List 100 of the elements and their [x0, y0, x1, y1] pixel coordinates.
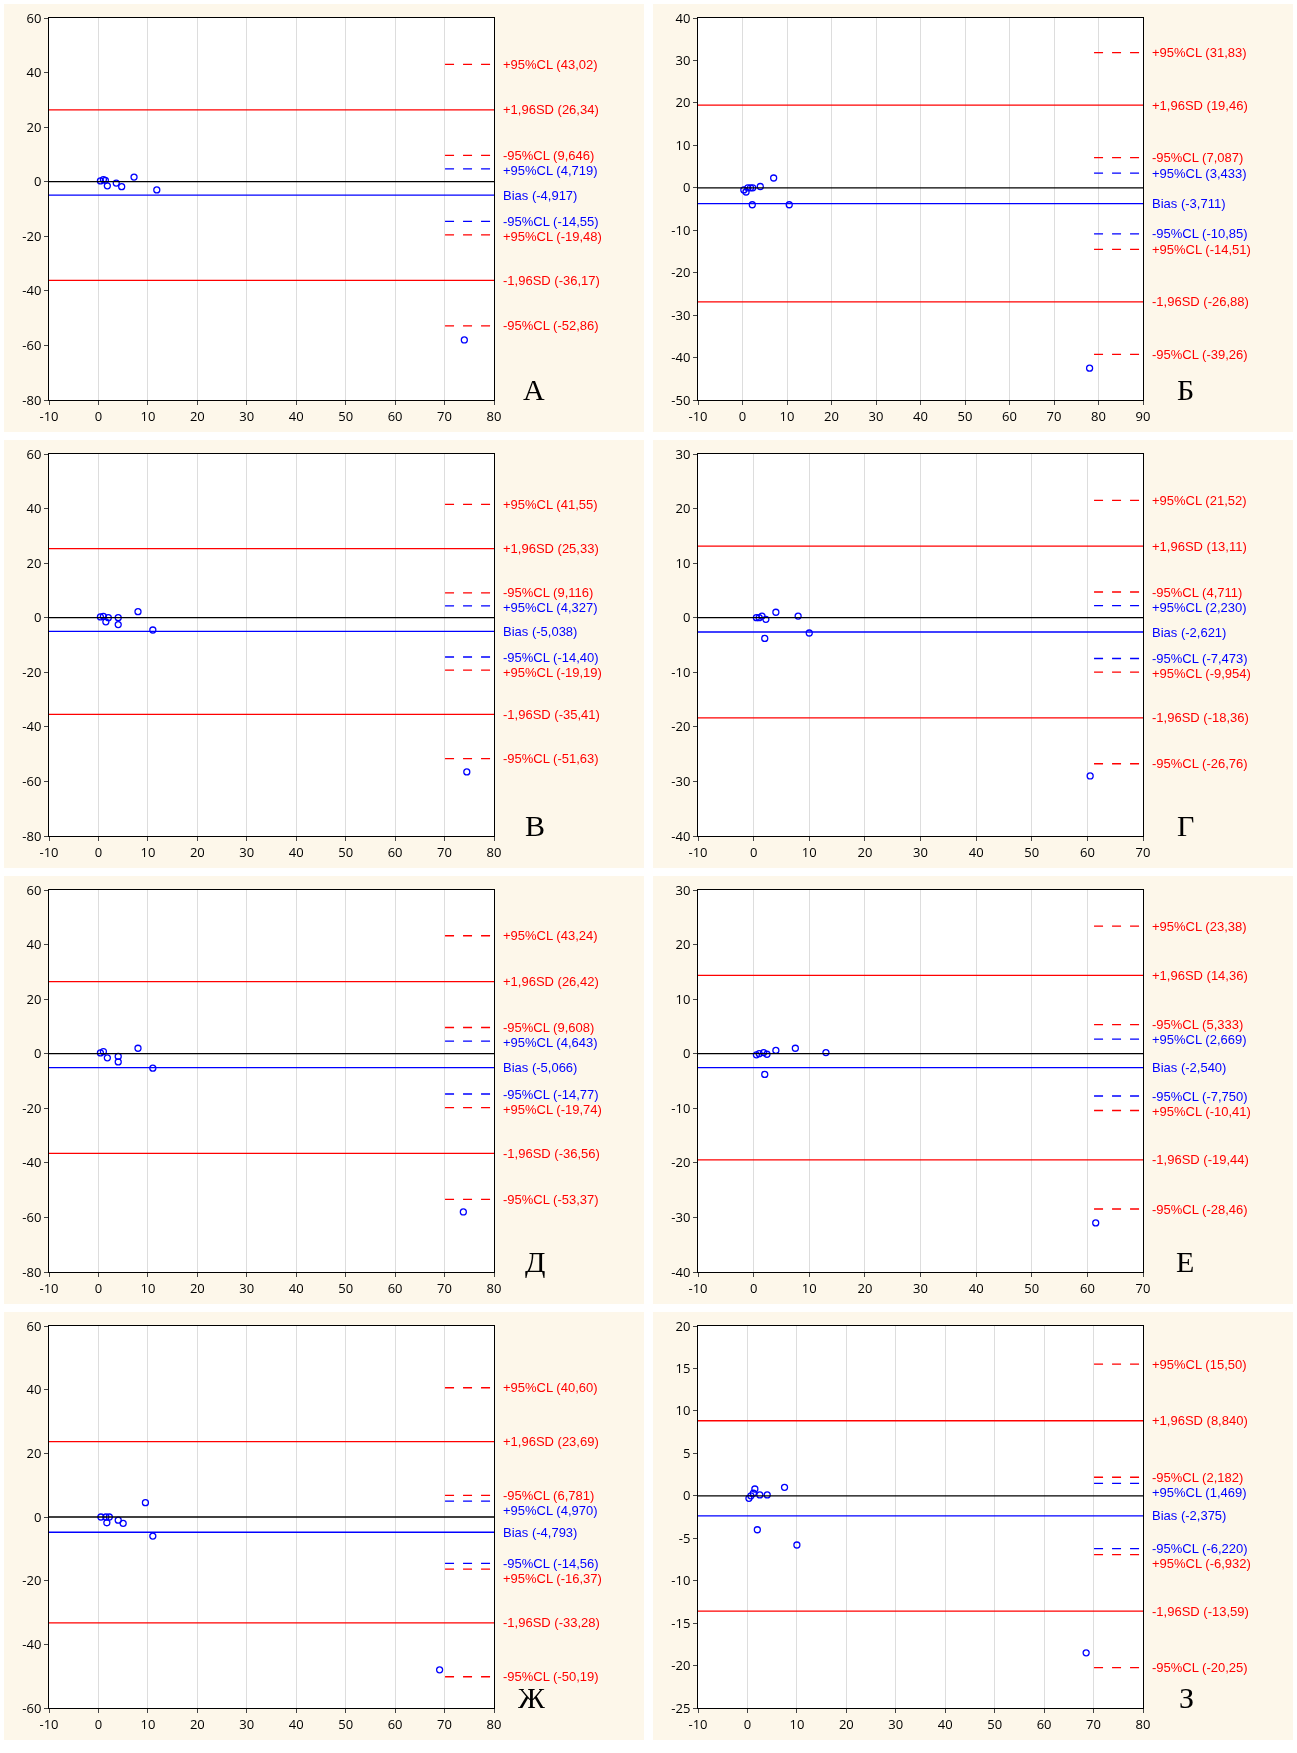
- ref-line-label: -1,96SD (-36,17): [503, 273, 600, 288]
- x-tick-label: 70: [437, 1278, 452, 1297]
- x-tick-label: 10: [140, 1714, 156, 1733]
- y-tick-label: 60: [26, 444, 42, 463]
- y-tick-label: 40: [26, 499, 42, 518]
- x-tick-label: 30: [239, 1278, 255, 1297]
- ref-line-label: -95%CL (9,116): [503, 585, 594, 600]
- text: З: [1179, 1681, 1195, 1714]
- point: [130, 173, 138, 181]
- ref-line-label: +95%CL (21,52): [1152, 493, 1247, 508]
- y-tick-label: -5: [678, 1528, 691, 1547]
- point: [112, 179, 120, 187]
- ref-line-label: -95%CL (-52,86): [503, 318, 599, 333]
- x-tick-label: 20: [824, 406, 839, 425]
- x-tick-label: 80: [486, 1714, 502, 1733]
- point: [793, 1541, 801, 1549]
- x-tick-label: 40: [913, 406, 928, 425]
- text: В: [525, 809, 546, 842]
- ref-line-label: -95%CL (-6,220): [1152, 1541, 1248, 1556]
- point: [134, 1044, 142, 1052]
- x-tick-label: 60: [387, 842, 403, 861]
- ref-line-label: -95%CL (-51,63): [503, 751, 599, 766]
- point: [99, 1047, 108, 1056]
- point: [755, 1050, 763, 1058]
- y-tick-label: 60: [26, 1316, 42, 1335]
- y-tick-label: -20: [22, 662, 42, 681]
- point: [763, 1050, 771, 1058]
- x-tick-label: 20: [857, 842, 873, 861]
- y-tick-label: 0: [682, 1044, 691, 1063]
- ref-line-label: -95%CL (-20,25): [1152, 1660, 1248, 1675]
- ref-line-label: -95%CL (-14,77): [503, 1087, 599, 1102]
- y-tick-label: -60: [22, 335, 42, 354]
- point: [99, 612, 108, 620]
- point: [459, 1208, 467, 1216]
- point: [752, 1051, 761, 1059]
- y-tick-label: -30: [671, 305, 691, 324]
- y-tick-label: 0: [33, 1044, 42, 1063]
- point: [149, 1064, 157, 1072]
- point: [103, 182, 111, 190]
- x-tick-label: 50: [957, 406, 973, 425]
- point: [114, 1052, 122, 1061]
- y-tick-label: -15: [671, 1613, 691, 1632]
- point: [752, 614, 761, 622]
- y-tick-label: -20: [22, 1571, 42, 1590]
- x-tick-label: 10: [801, 1278, 817, 1297]
- x-tick-label: 20: [857, 1278, 873, 1297]
- ref-line-label: +1,96SD (26,34): [503, 102, 599, 117]
- text: Г: [1177, 809, 1195, 842]
- x-tick-label: 60: [1079, 1278, 1095, 1297]
- point: [149, 1532, 157, 1540]
- ref-line-label: -95%CL (-14,40): [503, 650, 599, 665]
- y-tick-label: 10: [675, 989, 691, 1008]
- x-tick-label: 30: [913, 842, 928, 861]
- y-tick-label: 20: [26, 1443, 42, 1462]
- y-tick-label: -10: [671, 1571, 691, 1590]
- ref-line-label: +1,96SD (23,69): [503, 1434, 599, 1449]
- y-tick-label: -30: [671, 1207, 691, 1226]
- x-tick-label: 50: [987, 1714, 1003, 1733]
- point: [105, 1513, 113, 1521]
- y-tick-label: 10: [675, 135, 691, 154]
- ref-line-label: Bias (-4,917): [503, 188, 578, 203]
- y-tick-label: 15: [675, 1358, 691, 1377]
- text: Б: [1177, 373, 1195, 406]
- y-tick-label: 20: [675, 93, 691, 112]
- y-tick-label: -25: [671, 1698, 691, 1717]
- ref-line-label: -95%CL (-14,56): [503, 1556, 599, 1571]
- point: [97, 1513, 105, 1521]
- point: [134, 608, 142, 616]
- x-tick-label: 0: [94, 1278, 103, 1297]
- x-tick-label: 10: [140, 1278, 156, 1297]
- point: [96, 1049, 105, 1057]
- ref-line-label: -95%CL (-50,19): [503, 1669, 599, 1684]
- ref-line-label: +95%CL (-9,954): [1152, 666, 1251, 681]
- x-tick-label: 60: [387, 1714, 403, 1733]
- x-tick-label: 0: [94, 406, 103, 425]
- ref-line-label: +95%CL (41,55): [503, 497, 598, 512]
- ref-line-label: Bias (-2,375): [1152, 1508, 1227, 1523]
- x-tick-label: 60: [1079, 842, 1095, 861]
- y-tick-label: 0: [682, 178, 691, 197]
- x-tick-label: 80: [1091, 406, 1106, 425]
- point: [1082, 1649, 1090, 1657]
- x-tick-label: 70: [437, 1714, 452, 1733]
- ref-line-label: Bias (-4,793): [503, 1525, 578, 1540]
- x-tick-label: 10: [801, 842, 817, 861]
- ref-line-label: -1,96SD (-19,44): [1152, 1152, 1249, 1167]
- ref-line-label: +95%CL (4,970): [503, 1503, 598, 1518]
- point: [772, 608, 780, 616]
- y-tick-label: -20: [671, 717, 691, 736]
- point: [763, 1491, 771, 1499]
- x-tick-label: 40: [288, 842, 304, 861]
- point: [751, 1485, 759, 1493]
- x-tick-label: 10: [789, 1714, 805, 1733]
- y-tick-label: 40: [26, 1380, 42, 1399]
- y-tick-label: 20: [26, 989, 42, 1008]
- ref-line-label: -1,96SD (-35,41): [503, 707, 600, 722]
- y-tick-label: 10: [675, 1401, 691, 1420]
- y-tick-label: -40: [671, 348, 691, 367]
- point: [762, 615, 770, 623]
- y-tick-label: 0: [33, 608, 42, 627]
- ref-line-label: +95%CL (-16,37): [503, 1571, 602, 1586]
